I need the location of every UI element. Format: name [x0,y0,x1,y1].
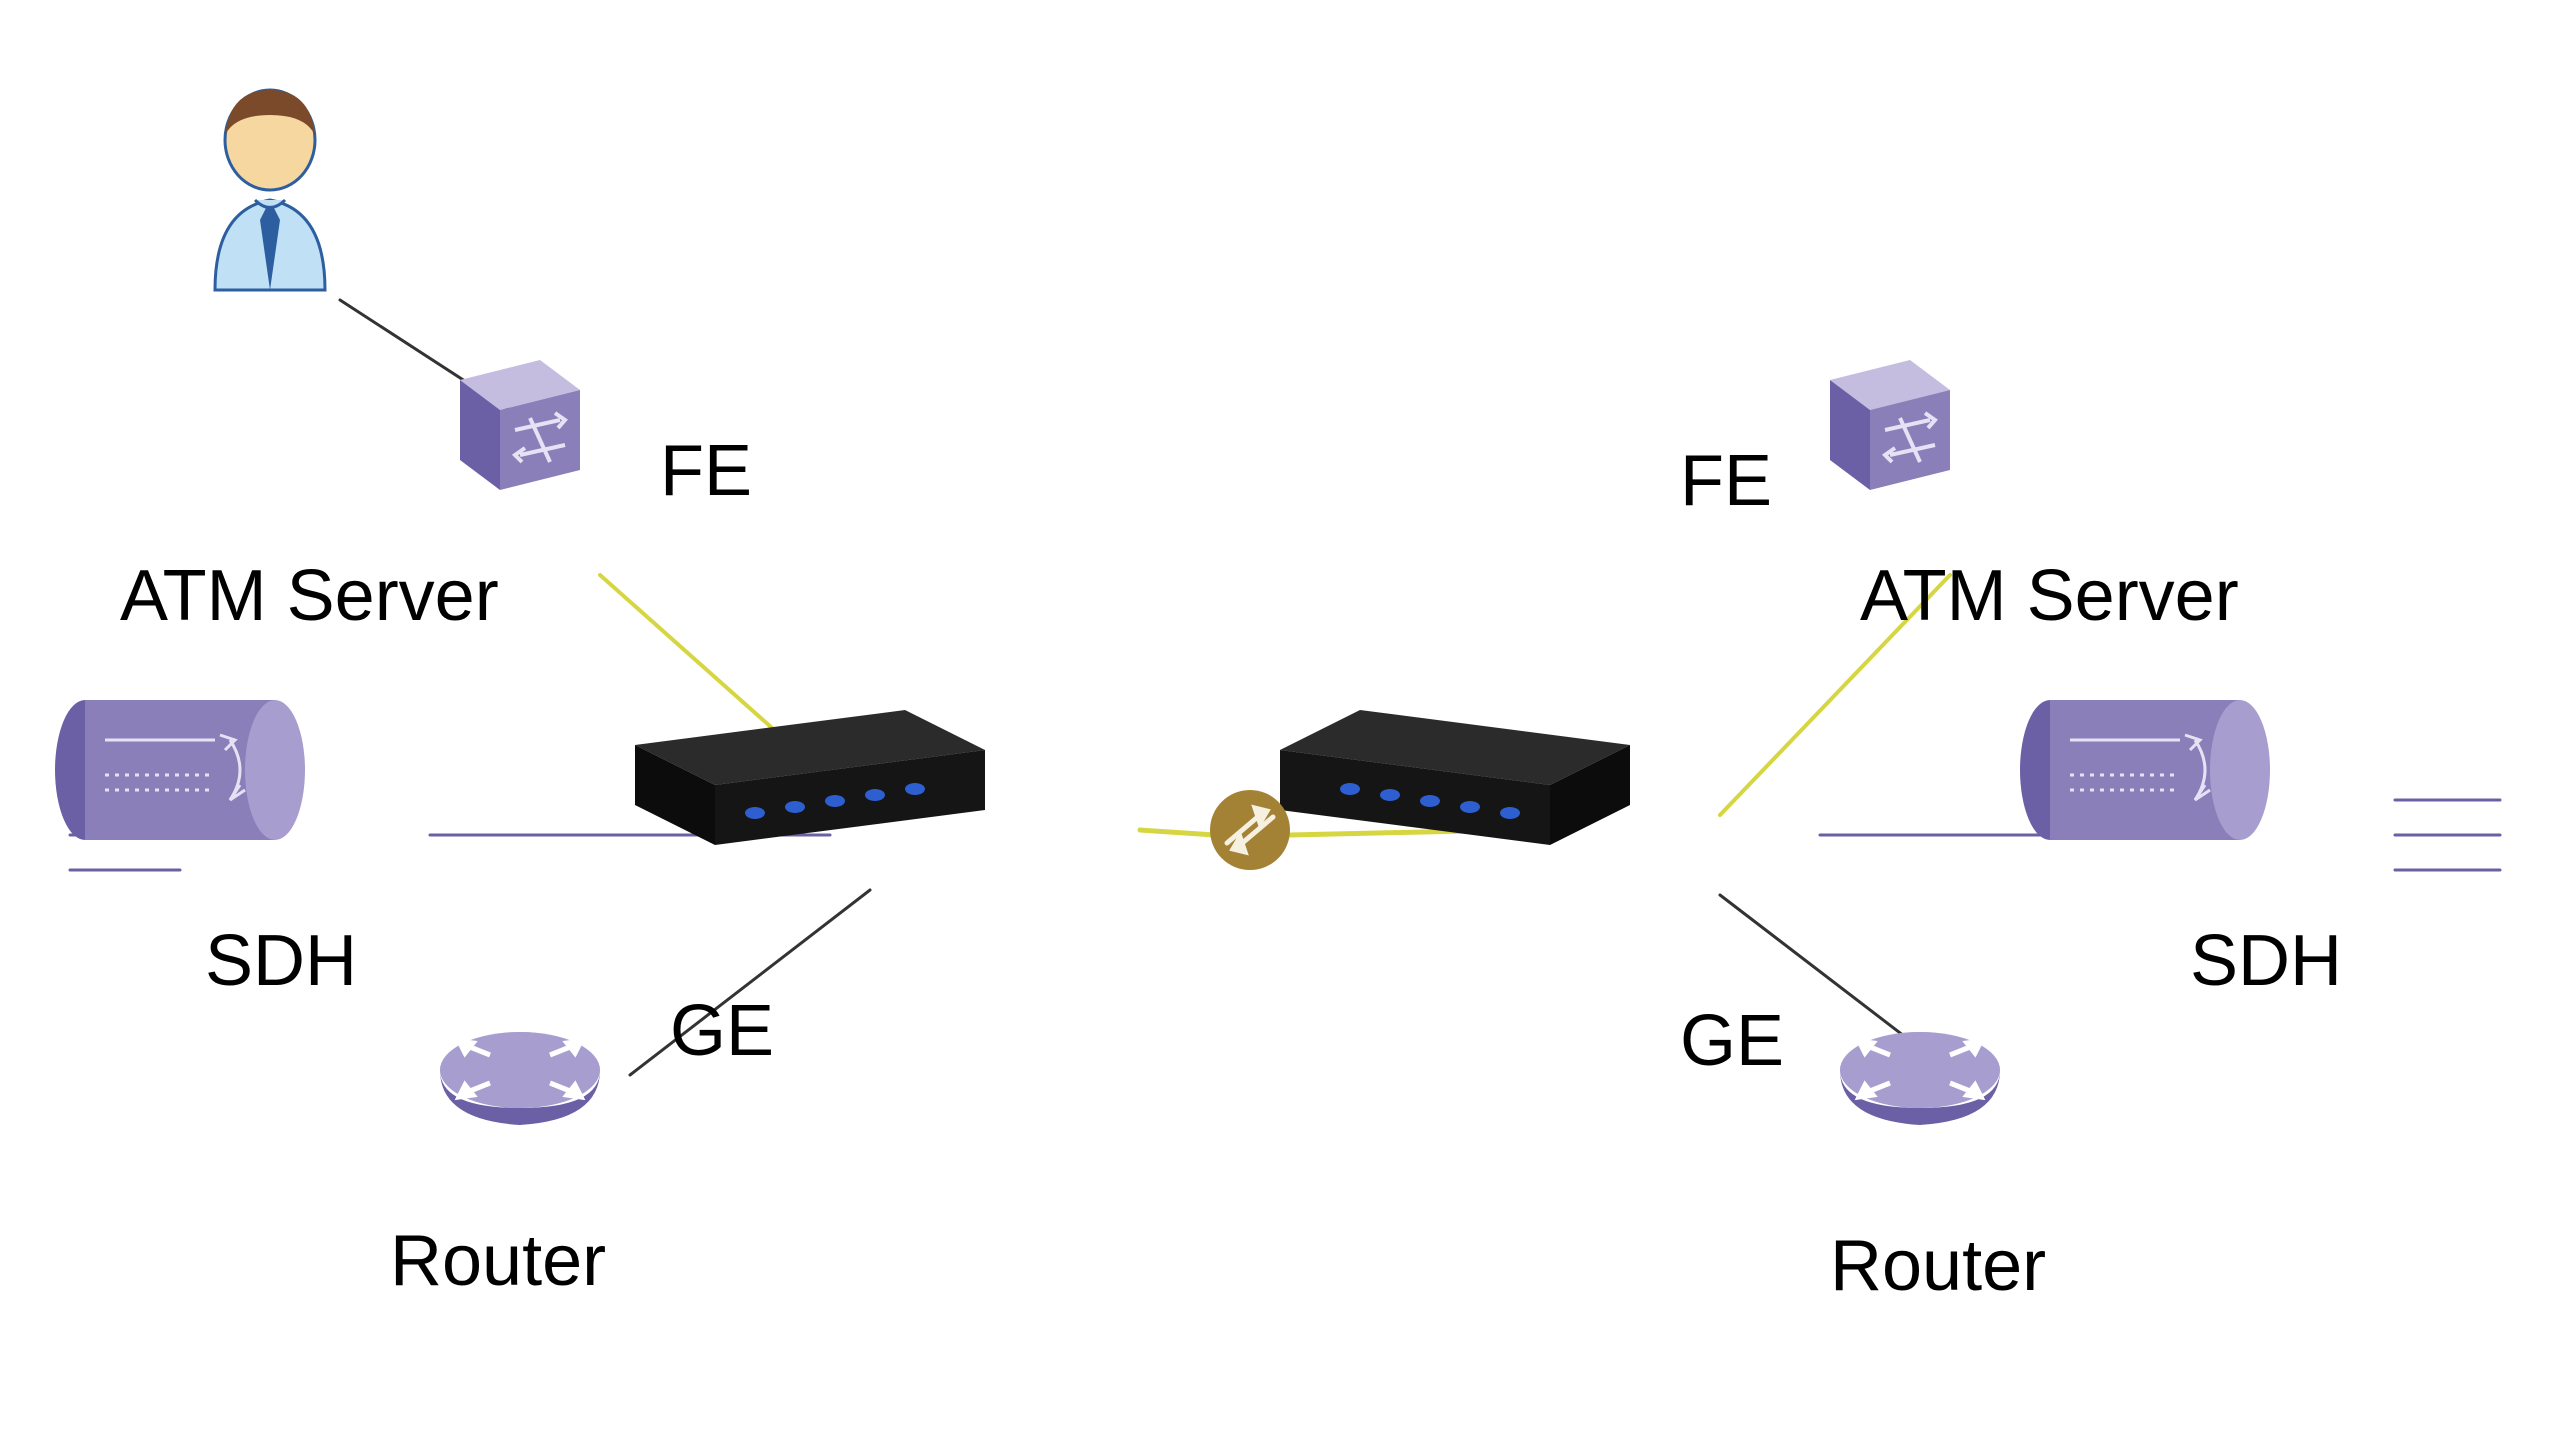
atm-server-right-icon [1810,340,1970,505]
router-left-label: Router [390,1220,606,1302]
sdh-left-label: SDH [205,920,357,1002]
fe-left-label: FE [660,430,752,512]
sdh-right-icon [2010,690,2270,855]
mux-rack-left-icon [625,705,995,860]
router-right-label: Router [1830,1225,2046,1307]
router-right-icon [1835,1025,2005,1140]
mux-rack-right-icon [1270,705,1640,860]
sdh-left-icon [45,690,305,855]
person-icon [185,80,355,305]
diagram-canvas: { "type": "network-diagram", "canvas": {… [0,0,2560,1434]
atm-server-left-icon [440,340,600,505]
router-left-icon [435,1025,605,1140]
fe-right-label: FE [1680,440,1772,522]
ge-left-label: GE [670,990,774,1072]
ge-right-label: GE [1680,1000,1784,1082]
fiber-link-icon [1205,785,1295,880]
sdh-right-label: SDH [2190,920,2342,1002]
atm-server-left-label: ATM Server [120,555,499,637]
atm-server-right-label: ATM Server [1860,555,2239,637]
